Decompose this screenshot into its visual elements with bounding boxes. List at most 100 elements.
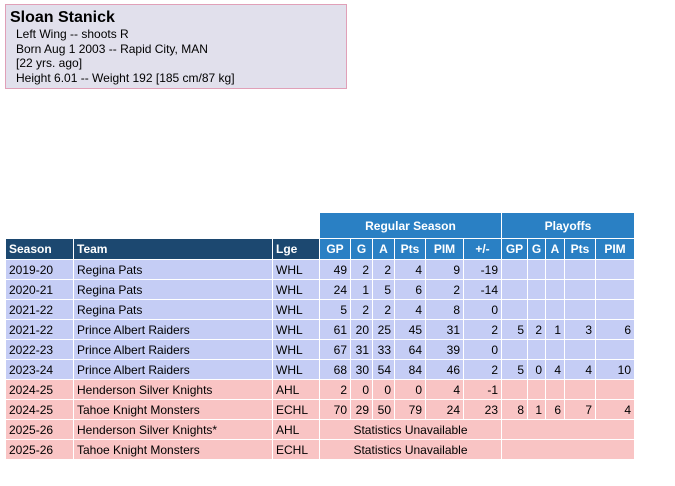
cell-po-pim: 6 [595, 319, 635, 340]
cell-po-pim [595, 299, 635, 320]
cell-po-pim: 10 [595, 359, 635, 380]
cell-league: WHL [272, 319, 320, 340]
cell-po-gp: 5 [501, 359, 528, 380]
cell-po-gp: 8 [501, 399, 528, 420]
cell-rs-g: 2 [350, 259, 373, 280]
cell-rs-gp: 70 [319, 399, 351, 420]
cell-rs-a: 2 [372, 259, 395, 280]
cell-team: Regina Pats [73, 279, 273, 300]
cell-team: Prince Albert Raiders [73, 359, 273, 380]
cell-team: Regina Pats [73, 299, 273, 320]
cell-rs-pts: 4 [394, 259, 426, 280]
cell-po-g: 2 [527, 319, 546, 340]
cell-po-gp: 5 [501, 319, 528, 340]
cell-rs-a: 50 [372, 399, 395, 420]
cell-team: Tahoe Knight Monsters [73, 399, 273, 420]
cell-rs-pim: 4 [425, 379, 464, 400]
cell-rs-plusminus: 23 [463, 399, 502, 420]
career-stats-table: Regular Season Playoffs Season Team Lge … [5, 212, 635, 460]
cell-league: WHL [272, 259, 320, 280]
cell-po-pts [564, 379, 596, 400]
cell-rs-gp: 61 [319, 319, 351, 340]
cell-league: WHL [272, 279, 320, 300]
cell-team: Henderson Silver Knights [73, 379, 273, 400]
cell-season: 2022-23 [5, 339, 74, 360]
cell-team: Prince Albert Raiders [73, 339, 273, 360]
table-row: 2023-24 Prince Albert Raiders WHL 68 30 54 84 4… [5, 359, 635, 380]
col-header-po-pim: PIM [595, 238, 635, 260]
age-line: [22 yrs. ago] [16, 56, 83, 70]
cell-rs-a: 33 [372, 339, 395, 360]
col-header-rs-plusminus: +/- [463, 238, 502, 260]
cell-rs-gp: 24 [319, 279, 351, 300]
cell-playoffs-empty [501, 419, 635, 440]
cell-po-g: 0 [527, 359, 546, 380]
cell-team: Tahoe Knight Monsters [73, 439, 273, 460]
cell-rs-a: 5 [372, 279, 395, 300]
cell-season: 2023-24 [5, 359, 74, 380]
table-row: 2021-22 Regina Pats WHL 5 2 2 4 8 0 [5, 299, 635, 320]
cell-po-gp [501, 379, 528, 400]
cell-rs-pim: 24 [425, 399, 464, 420]
cell-rs-pim: 2 [425, 279, 464, 300]
cell-po-pts [564, 279, 596, 300]
cell-statistics-unavailable: Statistics Unavailable [319, 419, 502, 440]
col-header-rs-pts: Pts [394, 238, 426, 260]
cell-rs-gp: 67 [319, 339, 351, 360]
cell-rs-pim: 31 [425, 319, 464, 340]
cell-rs-a: 54 [372, 359, 395, 380]
cell-rs-plusminus: 0 [463, 339, 502, 360]
cell-playoffs-empty [501, 439, 635, 460]
cell-po-a [545, 259, 565, 280]
cell-po-gp [501, 279, 528, 300]
playoffs-header: Playoffs [501, 212, 635, 239]
col-header-po-gp: GP [501, 238, 528, 260]
cell-rs-a: 2 [372, 299, 395, 320]
cell-rs-gp: 5 [319, 299, 351, 320]
cell-po-pts: 7 [564, 399, 596, 420]
cell-league: WHL [272, 299, 320, 320]
col-header-league: Lge [272, 238, 320, 260]
table-row: 2021-22 Prince Albert Raiders WHL 61 20 25 45 3… [5, 319, 635, 340]
group-header-blank [5, 212, 320, 239]
cell-po-g: 1 [527, 399, 546, 420]
cell-po-pts [564, 339, 596, 360]
cell-rs-pts: 45 [394, 319, 426, 340]
table-row: 2019-20 Regina Pats WHL 49 2 2 4 9 -19 [5, 259, 635, 280]
cell-rs-pts: 64 [394, 339, 426, 360]
cell-season: 2021-22 [5, 299, 74, 320]
cell-rs-pim: 46 [425, 359, 464, 380]
cell-rs-plusminus: -1 [463, 379, 502, 400]
cell-season: 2025-26 [5, 439, 74, 460]
cell-rs-pim: 8 [425, 299, 464, 320]
cell-rs-g: 0 [350, 379, 373, 400]
cell-team: Prince Albert Raiders [73, 319, 273, 340]
stats-body: 2019-20 Regina Pats WHL 49 2 2 4 9 -19 2020-21 Reg… [5, 259, 635, 460]
cell-po-gp [501, 299, 528, 320]
cell-rs-plusminus: 2 [463, 319, 502, 340]
cell-po-g [527, 339, 546, 360]
regular-season-header: Regular Season [319, 212, 502, 239]
cell-po-a [545, 299, 565, 320]
cell-team: Henderson Silver Knights* [73, 419, 273, 440]
cell-season: 2021-22 [5, 319, 74, 340]
cell-league: ECHL [272, 399, 320, 420]
cell-rs-pts: 79 [394, 399, 426, 420]
cell-rs-gp: 49 [319, 259, 351, 280]
cell-team: Regina Pats [73, 259, 273, 280]
cell-rs-a: 25 [372, 319, 395, 340]
cell-rs-pts: 84 [394, 359, 426, 380]
cell-rs-g: 1 [350, 279, 373, 300]
cell-po-pim [595, 379, 635, 400]
cell-league: AHL [272, 419, 320, 440]
cell-po-a: 6 [545, 399, 565, 420]
cell-league: WHL [272, 339, 320, 360]
cell-po-gp [501, 259, 528, 280]
col-header-rs-a: A [372, 238, 395, 260]
cell-season: 2025-26 [5, 419, 74, 440]
col-header-po-a: A [545, 238, 565, 260]
col-header-po-g: G [527, 238, 546, 260]
size-line: Height 6.01 -- Weight 192 [185 cm/87 kg] [16, 70, 235, 85]
col-header-season: Season [5, 238, 74, 260]
col-header-team: Team [73, 238, 273, 260]
